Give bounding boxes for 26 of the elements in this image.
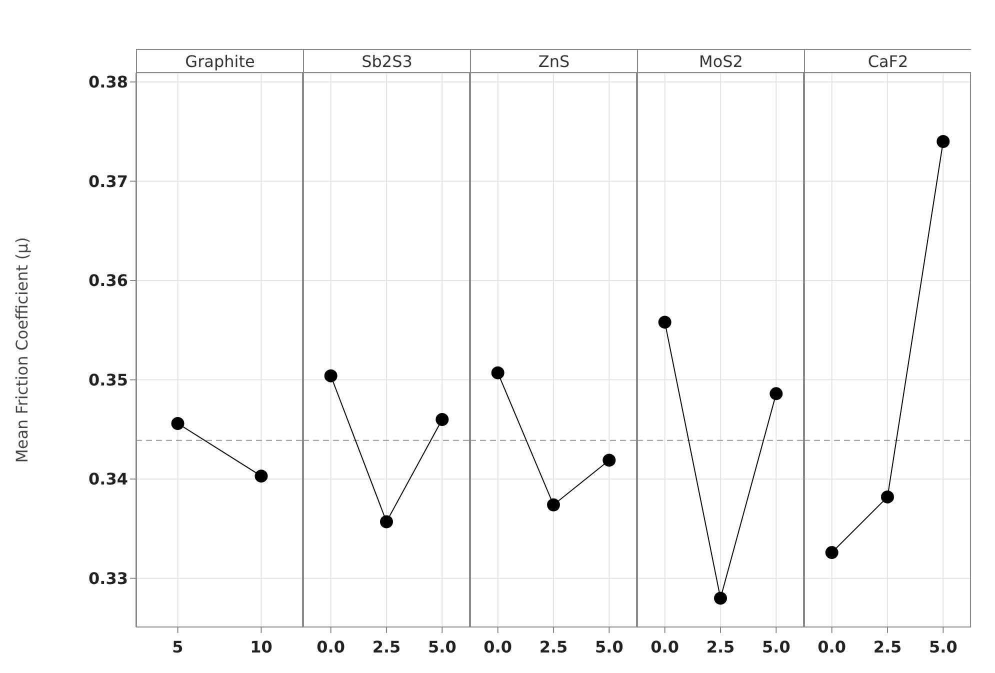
y-tick-label: 0.36	[88, 271, 128, 290]
chart-title: ZnS	[470, 49, 637, 73]
x-tick-label: 5.0	[594, 637, 624, 656]
y-tick-label: 0.34	[88, 470, 128, 489]
x-tick-label: 0.0	[316, 637, 346, 656]
y-tick-label: 0.37	[88, 172, 128, 191]
y-axis-title: Mean Friction Coefficient (µ)	[12, 237, 32, 463]
x-tick-label: 0.0	[650, 637, 680, 656]
x-tick-label: 2.5	[706, 637, 735, 656]
x-tick-label: 10	[250, 637, 272, 656]
x-tick-label: 2.5	[539, 637, 568, 656]
y-tick-label: 0.38	[88, 72, 128, 92]
chart-title: CaF2	[804, 49, 971, 73]
x-tick-label: 0.0	[818, 637, 846, 656]
chart-title: MoS2	[637, 49, 804, 73]
x-tick-label: 5.0	[928, 637, 958, 656]
y-tick-label: 0.33	[88, 569, 128, 588]
x-tick-label: 2.5	[372, 637, 401, 656]
x-tick-label: 2.5	[873, 637, 902, 656]
x-tick-label: 5.0	[762, 637, 790, 656]
x-tick-label: 0.0	[484, 637, 512, 656]
y-tick-label: 0.35	[88, 370, 128, 390]
chart-title: Graphite	[136, 49, 303, 73]
x-tick-label: 5	[172, 637, 184, 656]
x-tick-label: 5.0	[428, 637, 456, 656]
chart-title: Sb2S3	[303, 49, 470, 73]
